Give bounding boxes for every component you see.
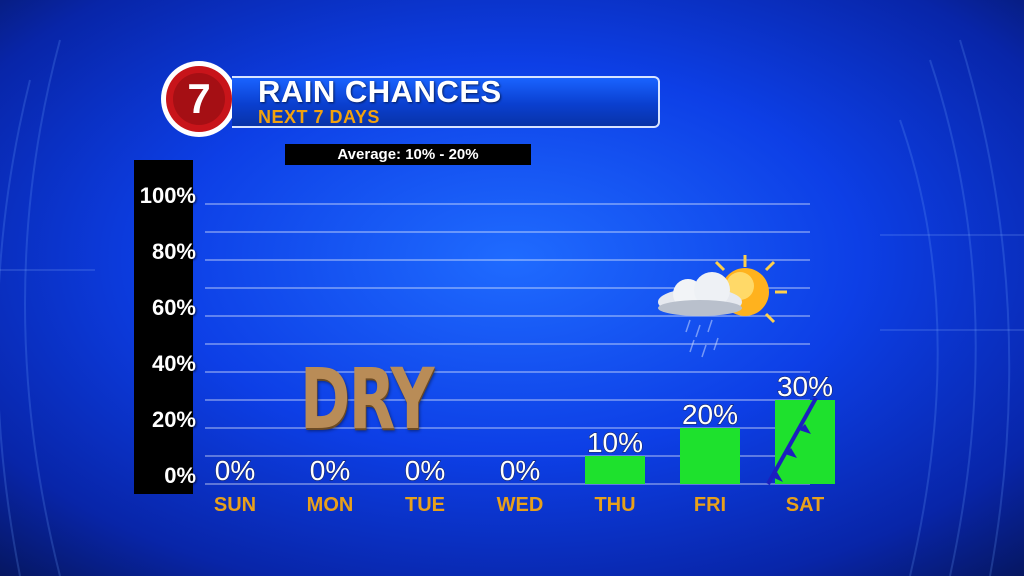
y-tick-label: 100% xyxy=(139,183,196,208)
value-label-sat: 30% xyxy=(777,371,833,402)
value-label-sun: 0% xyxy=(215,455,255,486)
dry-annotation: DRY xyxy=(300,350,434,448)
bar-thu xyxy=(585,456,645,484)
partly-cloudy-rain-icon xyxy=(658,255,787,358)
y-axis-strip xyxy=(134,160,193,494)
chart-day-labels: SUN MON TUE WED THU FRI SAT xyxy=(214,494,824,516)
value-label-tue: 0% xyxy=(405,455,445,486)
day-label-thu: THU xyxy=(594,494,635,516)
day-label-sun: SUN xyxy=(214,494,256,516)
day-label-mon: MON xyxy=(307,494,354,516)
cold-front-icon xyxy=(766,397,818,485)
y-tick-label: 60% xyxy=(151,295,196,320)
chart-title: RAIN CHANCES xyxy=(258,74,502,109)
bar-sat xyxy=(775,400,835,484)
channel-7-logo: 7 xyxy=(161,61,237,137)
day-label-fri: FRI xyxy=(694,494,726,516)
day-label-wed: WED xyxy=(497,494,544,516)
chart-value-labels: 0% 0% 0% 0% 10% 20% 30% xyxy=(214,370,833,486)
y-tick-label: 40% xyxy=(151,351,196,376)
day-label-sat: SAT xyxy=(786,494,825,516)
value-label-mon: 0% xyxy=(310,455,350,486)
chart-subtitle: NEXT 7 DAYS xyxy=(258,107,380,127)
average-label: Average: 10% - 20% xyxy=(285,144,531,165)
value-label-wed: 0% xyxy=(500,455,540,486)
day-label-tue: TUE xyxy=(405,494,445,516)
value-label-thu: 10% xyxy=(587,427,643,458)
y-tick-label: 0% xyxy=(164,463,196,488)
title-banner xyxy=(232,76,660,128)
bar-fri xyxy=(680,428,740,484)
y-tick-label: 20% xyxy=(151,407,196,432)
value-label-fri: 20% xyxy=(682,399,738,430)
y-tick-label: 80% xyxy=(151,239,196,264)
logo-text: 7 xyxy=(187,75,210,122)
